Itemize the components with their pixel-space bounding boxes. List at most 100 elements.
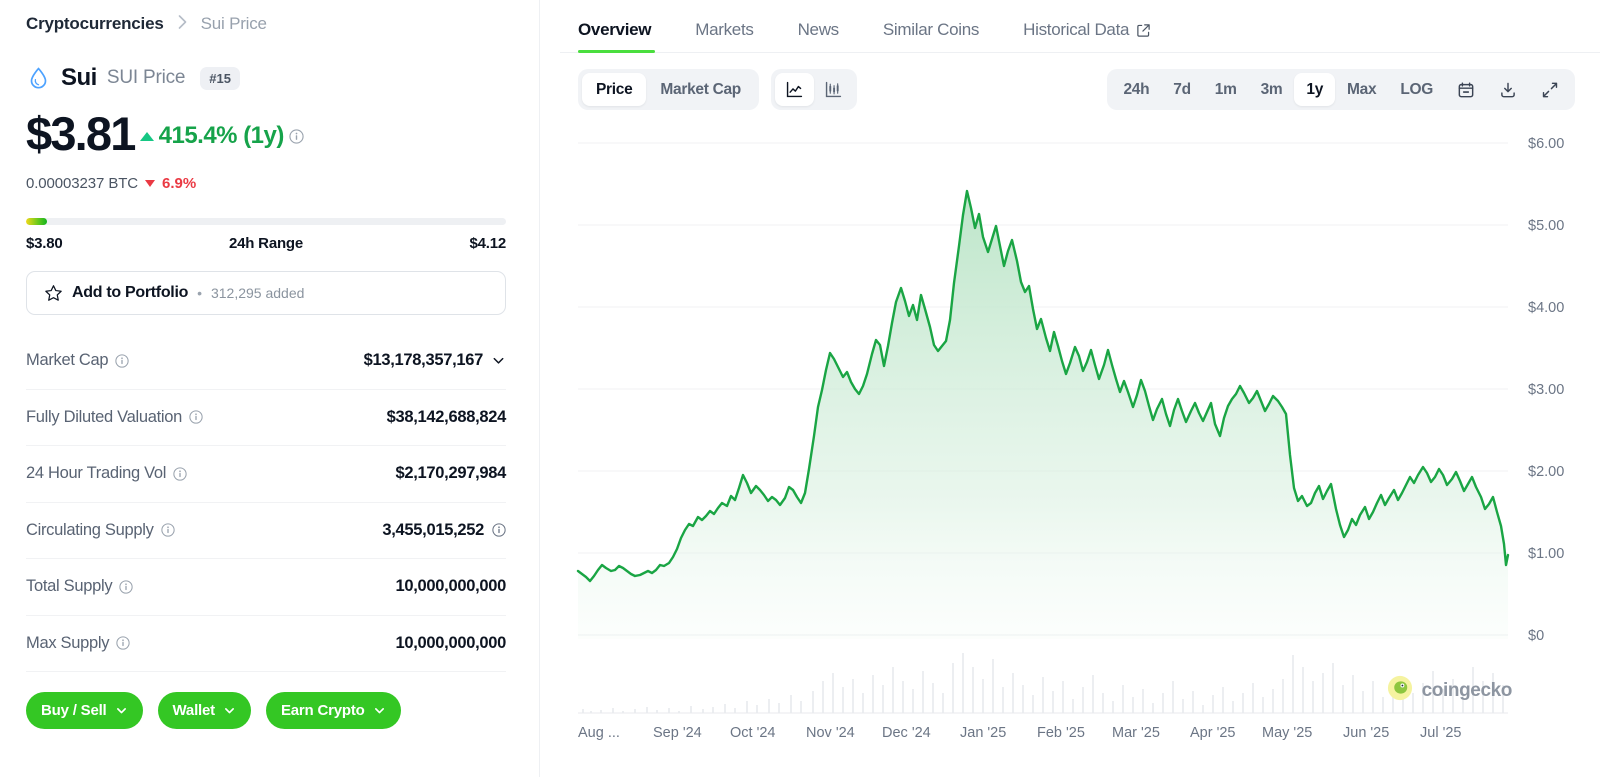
svg-text:Aug ...: Aug ... [578, 725, 620, 741]
chart-toolbar: Price Market Cap [560, 53, 1600, 113]
info-icon[interactable] [116, 636, 130, 650]
breadcrumb: Cryptocurrencies Sui Price [26, 0, 506, 40]
coin-rank-badge: #15 [200, 66, 240, 90]
price-change-percent: 415.4% (1y) [158, 122, 285, 149]
tab-label: Overview [578, 20, 652, 39]
range-label: 1y [1306, 80, 1324, 98]
stat-row-24-hour-trading-vol: 24 Hour Trading Vol $2,170,297,984 [26, 446, 506, 503]
add-to-portfolio-button[interactable]: Add to Portfolio • 312,295 added [26, 271, 506, 315]
range-title: 24h Range [228, 235, 304, 252]
coin-stats-table: Market Cap $13,178,357,167 Fully Diluted… [26, 333, 506, 672]
svg-text:Jun '25: Jun '25 [1343, 725, 1389, 741]
range-label: LOG [1400, 80, 1433, 98]
tab-label: Similar Coins [882, 20, 980, 39]
tab-label: Markets [695, 20, 754, 39]
info-icon[interactable] [115, 354, 129, 368]
metric-label: Market Cap [660, 80, 741, 98]
info-icon[interactable] [189, 410, 203, 424]
range-option-log[interactable]: LOG [1388, 73, 1445, 106]
volume-bars [582, 653, 1504, 713]
info-icon[interactable] [160, 523, 175, 537]
info-icon[interactable] [119, 580, 133, 594]
range-option-3m[interactable]: 3m [1249, 73, 1295, 106]
buy-sell-button[interactable]: Buy / Sell [26, 692, 143, 729]
caret-down-icon [145, 179, 156, 187]
range-label: 1m [1214, 80, 1237, 98]
svg-text:$1.00: $1.00 [1528, 546, 1564, 562]
earn-crypto-button[interactable]: Earn Crypto [265, 692, 401, 729]
stat-value: 10,000,000,000 [395, 633, 507, 652]
btc-price: 0.00003237 BTC [26, 174, 139, 192]
time-range-group: 24h 7d 1m 3m 1y Max [1107, 69, 1575, 110]
stat-label: Total Supply [26, 577, 113, 596]
chevron-down-icon [373, 704, 386, 717]
range-option-7d[interactable]: 7d [1161, 73, 1203, 106]
svg-text:Feb '25: Feb '25 [1037, 725, 1085, 741]
breadcrumb-current: Sui Price [200, 14, 267, 33]
tab-historical-data[interactable]: Historical Data [1001, 20, 1173, 52]
tab-similar-coins[interactable]: Similar Coins [861, 20, 1001, 52]
range-label: Max [1347, 80, 1377, 98]
stat-row-market-cap[interactable]: Market Cap $13,178,357,167 [26, 333, 506, 390]
download-icon[interactable] [1487, 73, 1529, 106]
svg-text:Jan '25: Jan '25 [960, 725, 1006, 741]
range-option-1y[interactable]: 1y [1294, 73, 1336, 106]
wallet-button[interactable]: Wallet [157, 692, 251, 729]
action-buttons: Buy / Sell Wallet Earn Crypto [26, 692, 506, 729]
metric-label: Price [596, 80, 633, 98]
candlestick-chart-icon[interactable] [814, 73, 853, 106]
range-option-24h[interactable]: 24h [1111, 73, 1161, 106]
chart-x-axis-labels: Aug ... Sep '24 Oct '24 Nov '24 Dec '24 … [578, 725, 1461, 741]
stat-value: 3,455,015,252 [382, 520, 484, 539]
price-chart[interactable]: $6.00 $5.00 $4.00 $3.00 $2.00 $1.00 $0 [560, 115, 1600, 755]
range-label: 7d [1173, 80, 1191, 98]
range-option-max[interactable]: Max [1335, 73, 1388, 106]
external-link-icon [1136, 23, 1151, 38]
breadcrumb-root[interactable]: Cryptocurrencies [26, 14, 164, 33]
range-option-1m[interactable]: 1m [1203, 73, 1249, 106]
svg-text:$4.00: $4.00 [1528, 300, 1564, 316]
stat-value: 10,000,000,000 [395, 577, 507, 596]
range-low: $3.80 [26, 235, 63, 252]
metric-option-price[interactable]: Price [582, 73, 647, 106]
tab-news[interactable]: News [776, 20, 861, 52]
price-row: $3.81 415.4% (1y) [26, 105, 506, 157]
chart-y-axis-labels: $6.00 $5.00 $4.00 $3.00 $2.00 $1.00 $0 [1528, 136, 1564, 644]
svg-text:Jul '25: Jul '25 [1420, 725, 1461, 741]
stat-row-max-supply: Max Supply 10,000,000,000 [26, 616, 507, 672]
earn-crypto-label: Earn Crypto [280, 702, 365, 719]
svg-text:Dec '24: Dec '24 [882, 725, 931, 741]
svg-text:$5.00: $5.00 [1528, 218, 1564, 234]
stat-label: Fully Diluted Valuation [26, 407, 183, 426]
wallet-label: Wallet [172, 702, 216, 719]
tab-markets[interactable]: Markets [673, 20, 775, 52]
metric-option-market-cap[interactable]: Market Cap [646, 73, 755, 106]
info-icon[interactable] [289, 128, 304, 144]
stat-label: Max Supply [26, 633, 110, 652]
tab-overview[interactable]: Overview [560, 20, 673, 53]
expand-icon[interactable] [1529, 73, 1571, 106]
svg-text:$0: $0 [1528, 628, 1544, 644]
price-change-group: 415.4% (1y) [139, 122, 304, 157]
line-chart-icon[interactable] [774, 73, 814, 106]
chevron-down-icon[interactable] [491, 353, 506, 368]
stat-value: $38,142,688,824 [386, 407, 507, 426]
stat-label: Circulating Supply [26, 520, 154, 539]
current-price: $3.81 [26, 107, 136, 160]
chevron-down-icon [223, 704, 236, 717]
calendar-icon[interactable] [1445, 73, 1487, 106]
svg-text:Apr '25: Apr '25 [1190, 725, 1236, 741]
svg-text:$6.00: $6.00 [1528, 136, 1564, 152]
svg-text:$2.00: $2.00 [1528, 464, 1564, 480]
range-label: 24h [1123, 80, 1150, 98]
info-icon[interactable] [173, 467, 187, 481]
svg-text:Oct '24: Oct '24 [730, 725, 775, 741]
stat-label: Market Cap [26, 351, 109, 370]
range-high: $4.12 [469, 235, 506, 252]
buy-sell-label: Buy / Sell [41, 702, 107, 719]
price-chart-svg: $6.00 $5.00 $4.00 $3.00 $2.00 $1.00 $0 [576, 136, 1564, 741]
add-to-portfolio-label: Add to Portfolio [72, 284, 189, 301]
info-icon[interactable] [492, 523, 506, 537]
btc-price-row: 0.00003237 BTC 6.9% [26, 173, 506, 193]
